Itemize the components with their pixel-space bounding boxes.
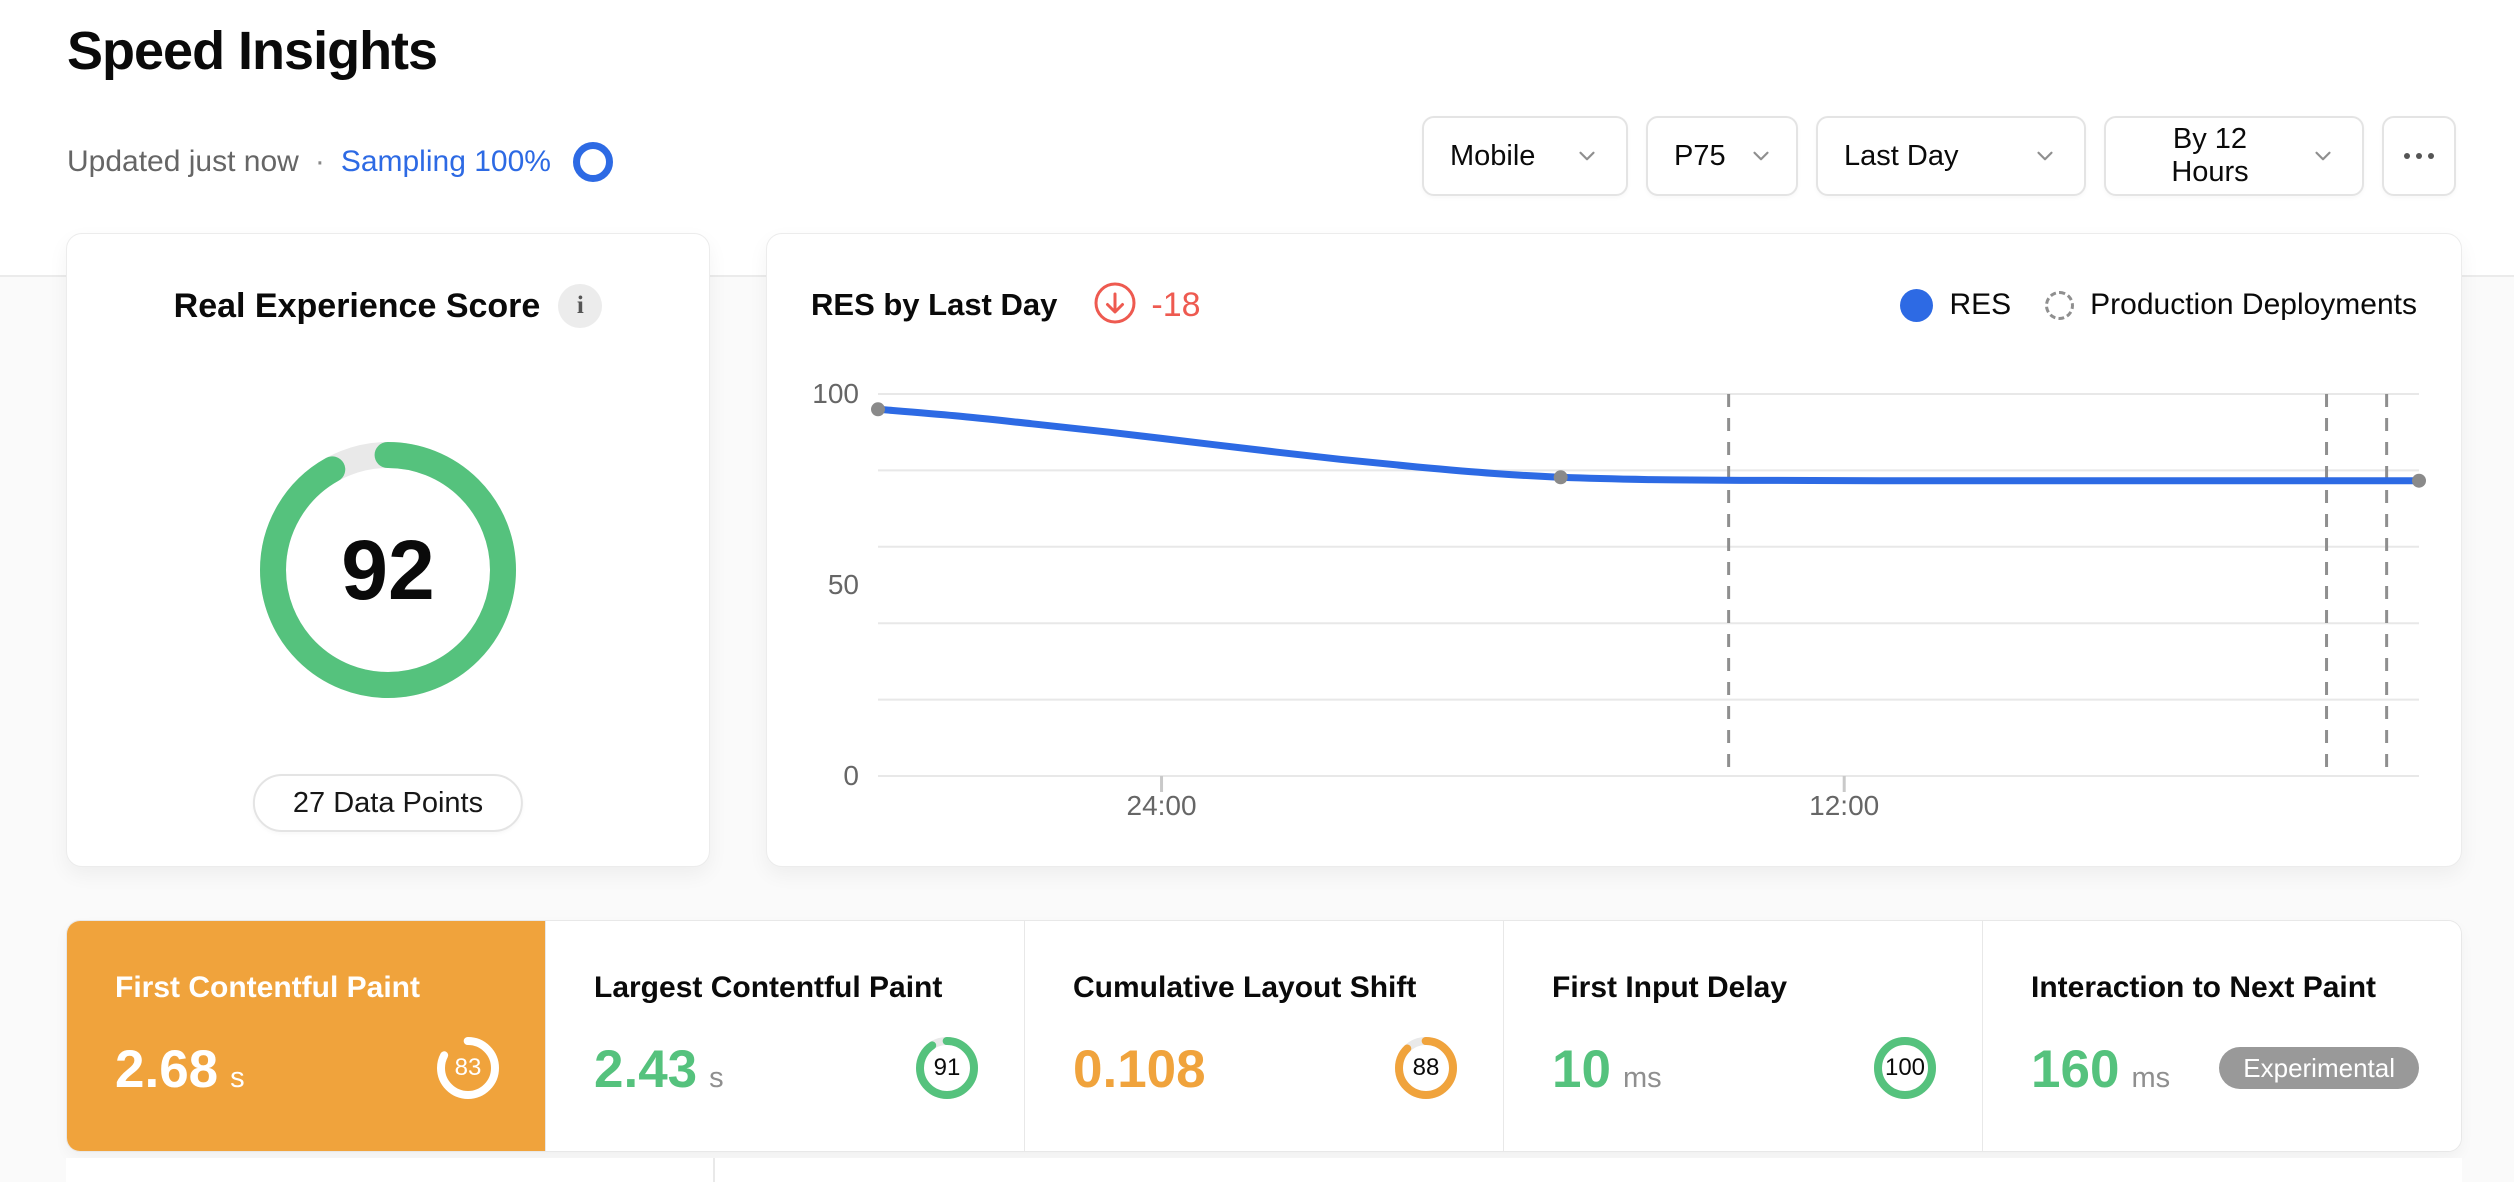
score-delta: -18 bbox=[1093, 281, 1201, 330]
metric-value: 2.68 bbox=[115, 1040, 219, 1099]
page-header: Speed Insights Updated just now · Sampli… bbox=[0, 0, 2514, 277]
dashed-circle-icon bbox=[2045, 290, 2075, 320]
chart-legend: RES Production Deployments bbox=[1900, 288, 2417, 322]
time-range-label: Last Day bbox=[1844, 139, 1959, 172]
web-vitals-row: First Contentful Paint 2.68 s 83 Largest… bbox=[66, 920, 2462, 1152]
res-chart-svg bbox=[871, 393, 2426, 792]
metric-card-first-contentful-paint[interactable]: First Contentful Paint 2.68 s 83 bbox=[67, 921, 545, 1151]
legend-item-res[interactable]: RES bbox=[1900, 288, 2011, 322]
y-tick-label: 50 bbox=[827, 569, 859, 600]
sampling-link[interactable]: Sampling 100% bbox=[340, 145, 551, 178]
res-chart-card: RES by Last Day -18 RES Production D bbox=[766, 233, 2462, 867]
more-options-button[interactable] bbox=[2382, 116, 2456, 196]
score-delta-value: -18 bbox=[1151, 285, 1201, 324]
sampling-progress-ring-icon bbox=[572, 142, 613, 182]
metric-card-largest-contentful-paint[interactable]: Largest Contentful Paint 2.43 s 91 bbox=[545, 921, 1024, 1151]
metric-value: 0.108 bbox=[1073, 1040, 1206, 1099]
res-score-gauge: 92 bbox=[260, 442, 516, 698]
chart-header: RES by Last Day -18 RES Production D bbox=[811, 282, 2417, 328]
metric-value: 160 bbox=[2031, 1040, 2120, 1099]
filter-toolbar: Mobile P75 Last Day By 12 Hours bbox=[1422, 116, 2456, 196]
metric-score-gauge: 100 bbox=[1873, 1036, 1937, 1100]
metric-card-first-input-delay[interactable]: First Input Delay 10 ms 100 bbox=[1503, 921, 1982, 1151]
x-tick-label: 12:00 bbox=[1809, 790, 1880, 821]
metric-value: 10 bbox=[1552, 1040, 1611, 1099]
arrow-down-circle-icon bbox=[1093, 281, 1137, 330]
chevron-down-icon bbox=[2032, 143, 2058, 169]
update-status-row: Updated just now · Sampling 100% bbox=[67, 138, 613, 186]
res-card-title: Real Experience Score bbox=[173, 286, 541, 325]
metric-score-gauge: 91 bbox=[915, 1036, 979, 1100]
time-range-dropdown[interactable]: Last Day bbox=[1816, 116, 2086, 196]
ellipsis-icon bbox=[2402, 149, 2436, 164]
chart-title: RES by Last Day bbox=[811, 287, 1058, 322]
updated-status: Updated just now bbox=[67, 145, 299, 178]
section-divider bbox=[713, 1158, 715, 1182]
metric-value: 2.43 bbox=[594, 1040, 698, 1099]
metric-unit: ms bbox=[1622, 1062, 1662, 1094]
chevron-down-icon bbox=[1748, 143, 1774, 169]
percentile-filter-dropdown[interactable]: P75 bbox=[1646, 116, 1798, 196]
res-score-value: 92 bbox=[341, 522, 435, 617]
next-section-partial bbox=[66, 1158, 2462, 1182]
bucket-interval-label: By 12 Hours bbox=[2171, 123, 2249, 188]
res-line-chart bbox=[871, 393, 2426, 796]
y-tick-label: 0 bbox=[843, 760, 859, 791]
metric-unit: s bbox=[709, 1062, 724, 1094]
x-tick-label: 24:00 bbox=[1126, 790, 1197, 821]
data-points-button[interactable]: 27 Data Points bbox=[252, 774, 524, 832]
metric-unit: s bbox=[230, 1062, 245, 1094]
legend-item-production-deployments[interactable]: Production Deployments bbox=[2045, 288, 2417, 322]
info-icon[interactable]: i bbox=[558, 284, 603, 328]
device-filter-dropdown[interactable]: Mobile bbox=[1422, 116, 1628, 196]
real-experience-score-card: Real Experience Score i 92 27 Data Point… bbox=[66, 233, 710, 867]
chevron-down-icon bbox=[2310, 143, 2336, 169]
bucket-interval-dropdown[interactable]: By 12 Hours bbox=[2104, 116, 2364, 196]
metric-score-gauge: 83 bbox=[436, 1036, 500, 1100]
page-title: Speed Insights bbox=[67, 21, 438, 81]
metric-card-interaction-to-next-paint[interactable]: Interaction to Next Paint 160 ms Experim… bbox=[1982, 921, 2461, 1151]
percentile-filter-label: P75 bbox=[1674, 139, 1726, 172]
dot-separator: · bbox=[314, 145, 325, 178]
metric-unit: ms bbox=[2131, 1062, 2171, 1094]
experimental-badge: Experimental bbox=[2219, 1047, 2419, 1089]
metric-card-cumulative-layout-shift[interactable]: Cumulative Layout Shift 0.108 88 bbox=[1024, 921, 1503, 1151]
res-card-header: Real Experience Score i bbox=[67, 284, 709, 328]
filled-dot-icon bbox=[1900, 288, 1934, 322]
chevron-down-icon bbox=[1574, 143, 1600, 169]
y-tick-label: 100 bbox=[812, 378, 859, 409]
metric-score-gauge: 88 bbox=[1394, 1036, 1458, 1100]
device-filter-label: Mobile bbox=[1450, 139, 1536, 172]
